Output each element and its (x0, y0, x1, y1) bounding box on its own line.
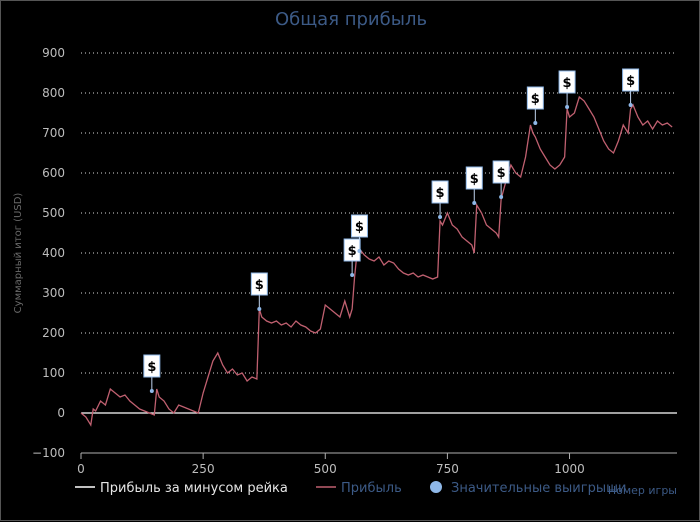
big-win-flag (143, 354, 161, 378)
big-win-flag-label: $ (626, 74, 635, 89)
big-win-flag (431, 180, 449, 204)
legend-markers-label[interactable]: Значительные выигрыши (451, 481, 626, 496)
big-win-flag-label: $ (563, 76, 572, 91)
x-axis-ticks: 0 250 500 750 1000 (77, 453, 585, 476)
big-win-flag-label: $ (348, 244, 357, 259)
y-tick-label: −100 (32, 446, 65, 460)
y-axis-label: Суммарный итог (USD) (13, 193, 24, 314)
big-win-marker-point (149, 389, 154, 393)
y-tick-label: 600 (42, 166, 65, 180)
legend-net-label[interactable]: Прибыль за минусом рейка (100, 481, 288, 496)
series-lines (80, 95, 677, 427)
big-win-marker-point (357, 249, 362, 253)
big-win-flag-label: $ (355, 220, 364, 235)
y-tick-label: 400 (42, 246, 65, 260)
big-win-marker-point (350, 273, 355, 277)
x-tick-label: 1000 (554, 462, 585, 476)
big-win-flag-label: $ (531, 92, 540, 107)
big-win-flag-label: $ (255, 278, 264, 293)
y-tick-label: 500 (42, 206, 65, 220)
profit-line (80, 95, 673, 427)
big-win-flag (250, 272, 268, 296)
big-win-marker-point (257, 307, 262, 311)
chart-title: Общая прибыль (274, 9, 428, 30)
y-axis-ticks: −100 0 100 200 300 400 500 600 700 800 900 (32, 46, 65, 460)
big-win-flag (526, 86, 544, 110)
big-win-marker-point (499, 195, 504, 199)
x-axis-label: Номер игры (608, 484, 677, 497)
y-tick-label: 0 (57, 406, 65, 420)
y-tick-label: 800 (42, 86, 65, 100)
legend-markers-swatch (430, 481, 442, 493)
big-win-flag-label: $ (436, 186, 445, 201)
big-win-flag-label: $ (147, 360, 156, 375)
big-win-marker-point (533, 121, 538, 125)
big-win-marker-point (565, 105, 570, 109)
big-win-marker-point (472, 201, 477, 205)
x-tick-label: 0 (77, 462, 85, 476)
big-win-flag-label: $ (470, 172, 479, 187)
big-win-flag-label: $ (497, 166, 506, 181)
y-tick-label: 700 (42, 126, 65, 140)
big-win-flag (350, 214, 368, 238)
x-tick-label: 750 (436, 462, 459, 476)
big-win-markers: $ $ $ $ $ $ $ $ $ $ (143, 68, 640, 393)
big-win-flag (622, 68, 640, 92)
legend-profit-label[interactable]: Прибыль (341, 481, 402, 496)
x-tick-label: 250 (192, 462, 215, 476)
y-tick-label: 200 (42, 326, 65, 340)
x-tick-label: 500 (314, 462, 337, 476)
y-tick-label: 300 (42, 286, 65, 300)
legend: Прибыль за минусом рейка Прибыль Значите… (75, 481, 626, 496)
big-win-flag (558, 70, 576, 94)
big-win-flag (492, 160, 510, 184)
big-win-marker-point (628, 103, 633, 107)
big-win-flag (465, 166, 483, 190)
y-tick-label: 900 (42, 46, 65, 60)
y-tick-label: 100 (42, 366, 65, 380)
big-win-marker-point (438, 215, 443, 219)
